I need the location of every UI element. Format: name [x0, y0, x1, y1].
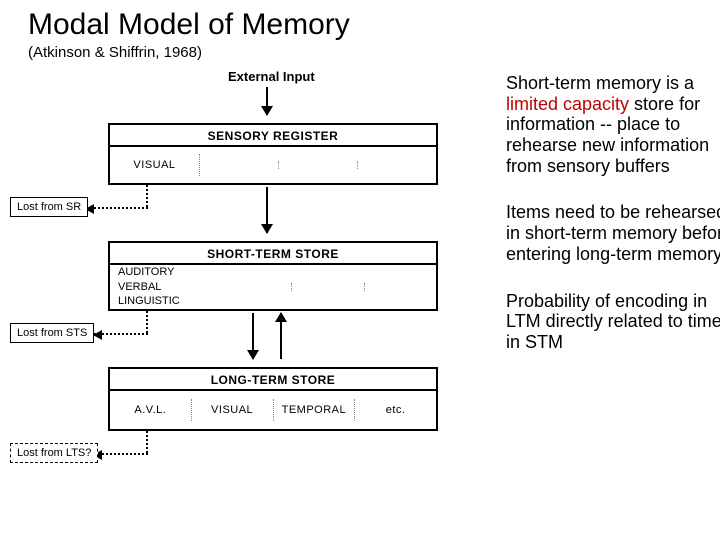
side-para-3: Probability of encoding in LTM directly … [506, 291, 720, 353]
content-area: External Input SENSORY REGISTER VISUAL L… [28, 69, 720, 529]
sts-loss-line-v [146, 311, 148, 333]
sts-header: SHORT-TERM STORE [110, 243, 436, 265]
lost-from-sts-box: Lost from STS [10, 323, 94, 343]
p1b-red: limited capacity [506, 94, 629, 114]
lts-col-etc: etc. [355, 399, 436, 421]
sts-col-blank3 [365, 283, 436, 291]
long-term-store-box: LONG-TERM STORE A.V.L. VISUAL TEMPORAL e… [108, 367, 438, 431]
page-title: Modal Model of Memory [28, 8, 720, 42]
sts-body: AUDITORY VERBAL LINGUISTIC [110, 265, 436, 309]
sensory-register-body: VISUAL [110, 147, 436, 183]
lost-from-sr-box: Lost from SR [10, 197, 88, 217]
sr-col-blank1 [200, 161, 279, 169]
sts-col-blank2 [292, 283, 364, 291]
sts-col-blank1 [220, 283, 292, 291]
lts-header: LONG-TERM STORE [110, 369, 436, 391]
sensory-register-box: SENSORY REGISTER VISUAL [108, 123, 438, 185]
short-term-store-box: SHORT-TERM STORE AUDITORY VERBAL LINGUIS… [108, 241, 438, 311]
lts-loss-line-v [146, 431, 148, 453]
sensory-register-header: SENSORY REGISTER [110, 125, 436, 147]
sts-modalities: AUDITORY VERBAL LINGUISTIC [110, 265, 220, 310]
arrow-input-to-sr [266, 87, 268, 115]
lts-col-avl: A.V.L. [110, 399, 192, 421]
side-text: Short-term memory is a limited capacity … [506, 73, 720, 379]
sts-line2: VERBAL [118, 280, 220, 295]
sr-loss-line-h [86, 207, 148, 209]
sr-loss-line-v [146, 185, 148, 207]
lts-col-visual: VISUAL [192, 399, 274, 421]
sr-col-visual: VISUAL [110, 154, 200, 176]
sr-col-blank2 [279, 161, 358, 169]
arrow-sr-to-sts [266, 187, 268, 233]
memory-diagram: External Input SENSORY REGISTER VISUAL L… [28, 69, 468, 529]
p1a: Short-term memory is a [506, 73, 694, 93]
lost-from-lts-box: Lost from LTS? [10, 443, 98, 463]
arrow-sts-to-lts [252, 313, 254, 359]
lts-body: A.V.L. VISUAL TEMPORAL etc. [110, 391, 436, 429]
sts-line1: AUDITORY [118, 265, 220, 280]
sts-loss-line-h [94, 333, 148, 335]
sts-line3: LINGUISTIC [118, 294, 220, 309]
lts-loss-line-h [94, 453, 148, 455]
slide: Modal Model of Memory (Atkinson & Shiffr… [0, 0, 720, 540]
sr-col-blank3 [358, 161, 436, 169]
arrow-lts-to-sts [280, 313, 282, 359]
lts-col-temporal: TEMPORAL [274, 399, 356, 421]
side-para-1: Short-term memory is a limited capacity … [506, 73, 720, 176]
external-input-label: External Input [228, 69, 315, 84]
side-para-2: Items need to be rehearsed in short-term… [506, 202, 720, 264]
page-subtitle: (Atkinson & Shiffrin, 1968) [28, 44, 720, 61]
